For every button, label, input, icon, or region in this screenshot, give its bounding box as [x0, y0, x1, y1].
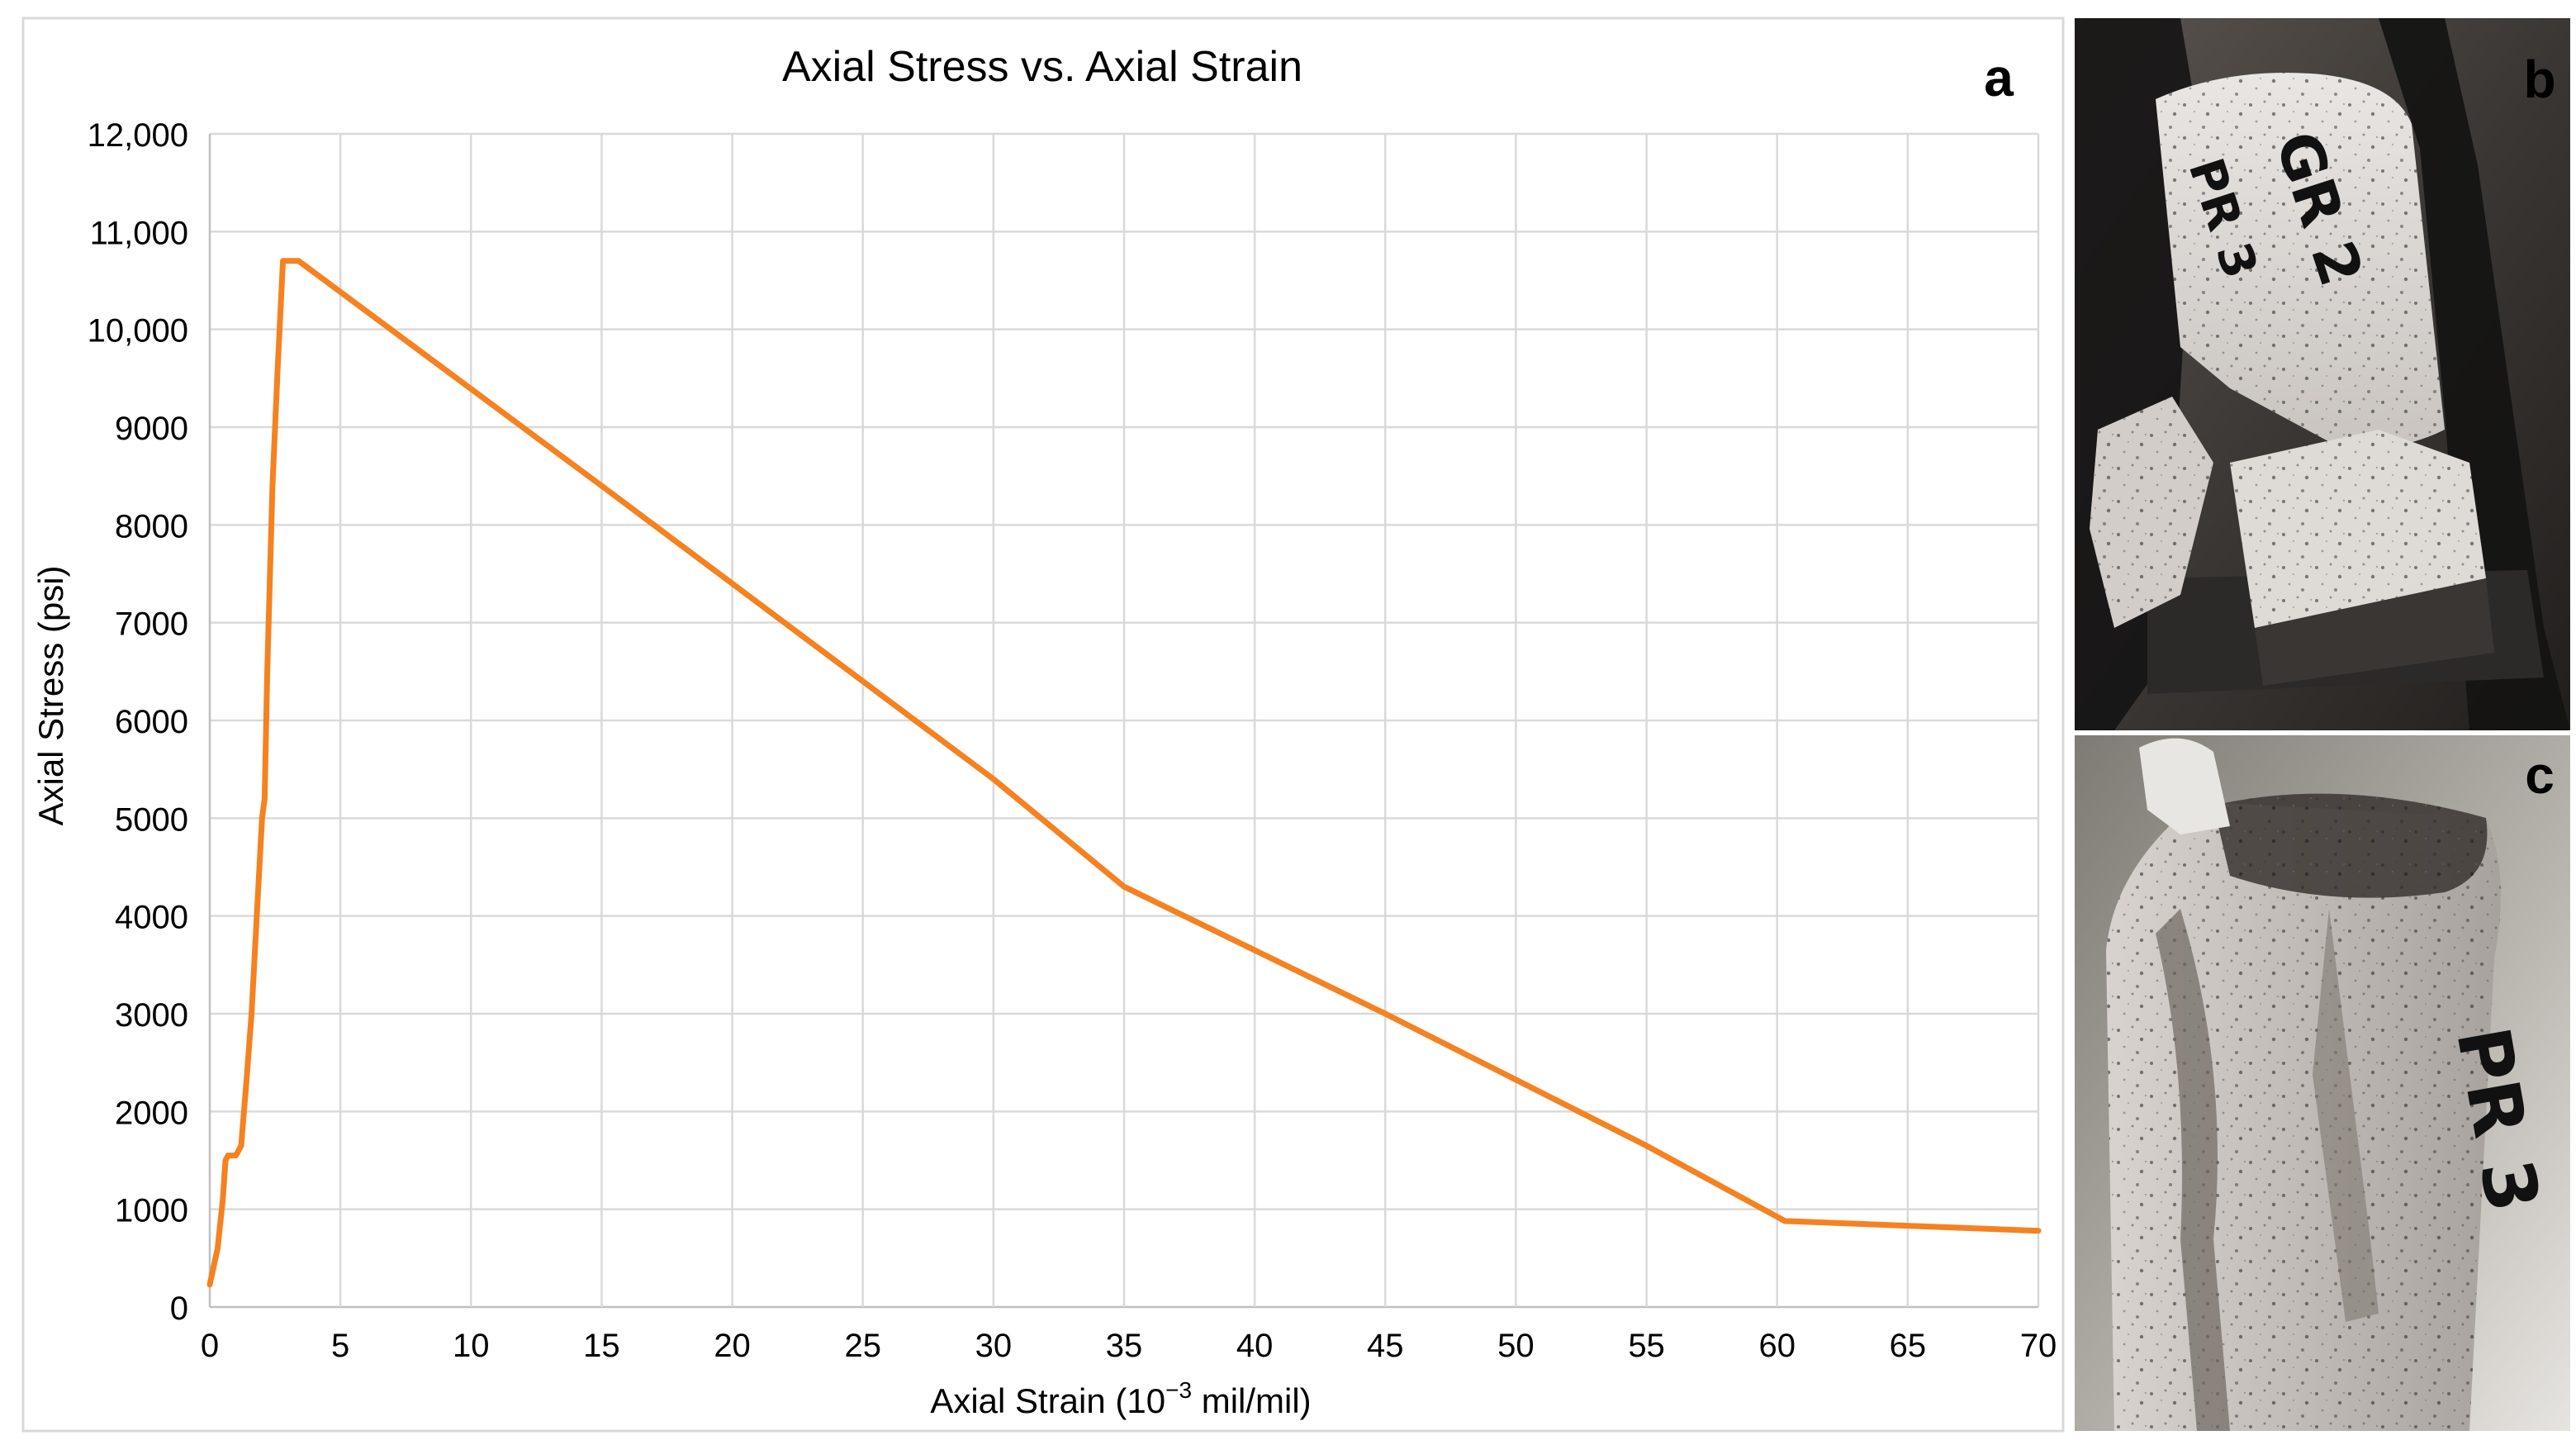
y-axis-label: Axial Stress (psi): [31, 565, 70, 825]
y-tick-label: 1000: [115, 1193, 188, 1229]
photo-panel-c: PR 3 c: [2075, 735, 2570, 1431]
x-tick-label: 35: [1106, 1328, 1143, 1364]
panel-label-a: a: [1984, 48, 2014, 107]
y-tick-labels: 0 1000 2000 3000 4000 5000 6000 7000 8000 9000 10,…: [88, 117, 188, 1327]
series-group: [206, 258, 2042, 1288]
x-tick-label: 50: [1497, 1328, 1535, 1364]
y-tick-label: 11,000: [90, 215, 188, 251]
x-tick-label: 45: [1367, 1328, 1404, 1364]
y-tick-label: 3000: [115, 997, 188, 1034]
x-tick-label: 65: [1890, 1328, 1927, 1364]
chart-grid: [208, 132, 2040, 1309]
y-tick-label: 0: [170, 1291, 188, 1327]
x-tick-labels: 0 5 10 15 20 25 30 35 40 45 50 55 60 65 70: [201, 1328, 2057, 1364]
x-tick-label: 20: [714, 1328, 751, 1364]
x-tick-label: 15: [583, 1328, 620, 1364]
series-line-0: [206, 258, 2042, 1288]
x-tick-label: 70: [2020, 1328, 2057, 1364]
x-tick-label: 30: [975, 1328, 1013, 1364]
x-tick-label: 5: [331, 1328, 349, 1364]
y-tick-label: 7000: [115, 606, 188, 643]
x-axis-label-exponent: −3: [1165, 1377, 1192, 1403]
x-tick-label: 60: [1758, 1328, 1796, 1364]
y-tick-label: 4000: [115, 900, 188, 936]
y-tick-label: 10,000: [88, 313, 188, 349]
x-tick-label: 0: [201, 1328, 219, 1364]
x-tick-label: 55: [1628, 1328, 1665, 1364]
x-axis-label: Axial Strain (10−3 mil/mil): [930, 1377, 1311, 1420]
y-tick-label: 2000: [115, 1095, 188, 1131]
x-axis-label-main: Axial Strain (10: [930, 1381, 1165, 1420]
y-tick-label: 12,000: [88, 117, 188, 154]
panel-label-c: c: [2525, 745, 2555, 805]
y-tick-label: 6000: [115, 704, 188, 740]
y-tick-label: 5000: [115, 801, 188, 838]
y-tick-label: 8000: [115, 508, 188, 544]
chart-panel: [21, 17, 2065, 1433]
photo-panel-b: GR 2 PR 3 b: [2075, 18, 2570, 730]
chart-title: Axial Stress vs. Axial Strain: [782, 43, 1302, 91]
panel-label-b: b: [2523, 50, 2555, 109]
y-tick-label: 9000: [115, 411, 188, 447]
x-tick-label: 40: [1236, 1328, 1274, 1364]
x-tick-label: 10: [453, 1328, 490, 1364]
x-tick-label: 25: [844, 1328, 881, 1364]
x-axis-label-unit: mil/mil): [1192, 1381, 1312, 1420]
